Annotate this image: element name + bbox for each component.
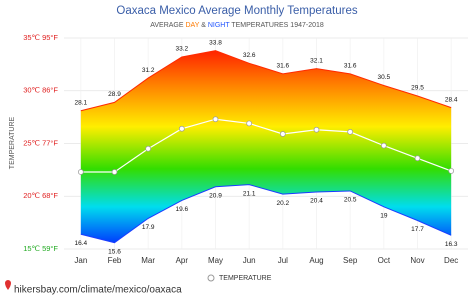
- source-link[interactable]: hikersbay.com/climate/mexico/oaxaca: [14, 285, 182, 296]
- plot-area: 15℃ 59°F 20℃ 68°F 25℃ 77°F 30℃ 86°F 35℃ 95°F…: [23, 33, 468, 265]
- data-label: 29.5: [411, 85, 424, 92]
- data-label: 28.1: [75, 100, 88, 107]
- y-tick-label: 35℃ 95°F: [23, 33, 58, 42]
- average-marker: [178, 125, 185, 132]
- subtitle-text: &: [201, 22, 206, 29]
- data-label: 28.4: [445, 96, 458, 103]
- chart-title: Oaxaca Mexico Average Monthly Temperatur…: [116, 5, 357, 17]
- average-marker: [77, 169, 84, 175]
- subtitle-text: AVERAGE: [150, 22, 184, 29]
- x-tick-label: Jun: [243, 256, 256, 265]
- data-label: 32.1: [310, 57, 323, 64]
- day-line: [80, 50, 452, 112]
- x-tick-label: Mar: [141, 256, 155, 265]
- data-label: 16.3: [445, 241, 458, 248]
- data-label: 20.2: [277, 200, 290, 207]
- data-label: 20.9: [209, 192, 222, 199]
- data-label: 21.1: [243, 190, 256, 197]
- legend-marker: [207, 274, 215, 282]
- temperature-band: [80, 50, 452, 243]
- x-tick-label: Feb: [108, 256, 122, 265]
- data-label: 31.6: [277, 63, 290, 70]
- x-tick-label: Dec: [444, 256, 458, 265]
- night-line: [80, 184, 452, 244]
- legend-label: TEMPERATURE: [219, 275, 272, 282]
- y-axis-label: TEMPERATURE: [9, 116, 16, 169]
- y-tick-label: 20℃ 68°F: [23, 191, 58, 200]
- average-marker: [246, 120, 253, 127]
- average-marker: [212, 116, 219, 123]
- data-label: 17.7: [411, 226, 424, 233]
- data-label: 31.6: [344, 63, 357, 70]
- x-tick-label: Jan: [74, 256, 87, 265]
- x-tick-label: Aug: [309, 256, 323, 265]
- data-label: 32.6: [243, 52, 256, 59]
- x-tick-label: Nov: [410, 256, 424, 265]
- y-tick-label: 30℃ 86°F: [23, 86, 58, 95]
- data-label: 31.2: [142, 67, 155, 74]
- data-label: 33.8: [209, 39, 222, 46]
- average-marker: [145, 145, 152, 152]
- data-label: 30.5: [378, 74, 391, 81]
- data-label: 28.9: [108, 91, 121, 98]
- x-tick-label: Jul: [278, 256, 288, 265]
- x-tick-label: Sep: [343, 256, 358, 265]
- subtitle-text: TEMPERATURES 1947-2018: [231, 22, 324, 29]
- x-tick-label: Oct: [378, 256, 391, 265]
- y-tick-label: 15℃ 59°F: [23, 244, 58, 253]
- average-marker: [414, 155, 421, 162]
- subtitle-night: NIGHT: [208, 22, 231, 29]
- y-tick-label: 25℃ 77°F: [23, 138, 58, 147]
- chart-subtitle: AVERAGE DAY & NIGHT TEMPERATURES 1947-20…: [150, 22, 324, 29]
- data-label: 20.4: [310, 198, 323, 205]
- data-label: 19.6: [176, 206, 189, 213]
- data-label: 19: [380, 213, 388, 220]
- data-label: 15.6: [108, 248, 121, 255]
- average-marker: [380, 142, 387, 149]
- average-marker: [347, 129, 354, 135]
- average-marker: [313, 126, 320, 133]
- x-tick-label: Apr: [176, 256, 189, 265]
- average-marker: [279, 131, 286, 137]
- data-label: 17.9: [142, 224, 155, 231]
- data-label: 33.2: [176, 46, 189, 53]
- data-label: 16.4: [75, 240, 88, 247]
- pin-icon: [5, 280, 11, 290]
- data-label: 20.5: [344, 197, 357, 204]
- subtitle-day: DAY: [186, 22, 200, 29]
- average-marker: [111, 169, 118, 175]
- x-tick-label: May: [208, 256, 223, 265]
- average-marker: [448, 168, 455, 174]
- average-line: [80, 118, 452, 173]
